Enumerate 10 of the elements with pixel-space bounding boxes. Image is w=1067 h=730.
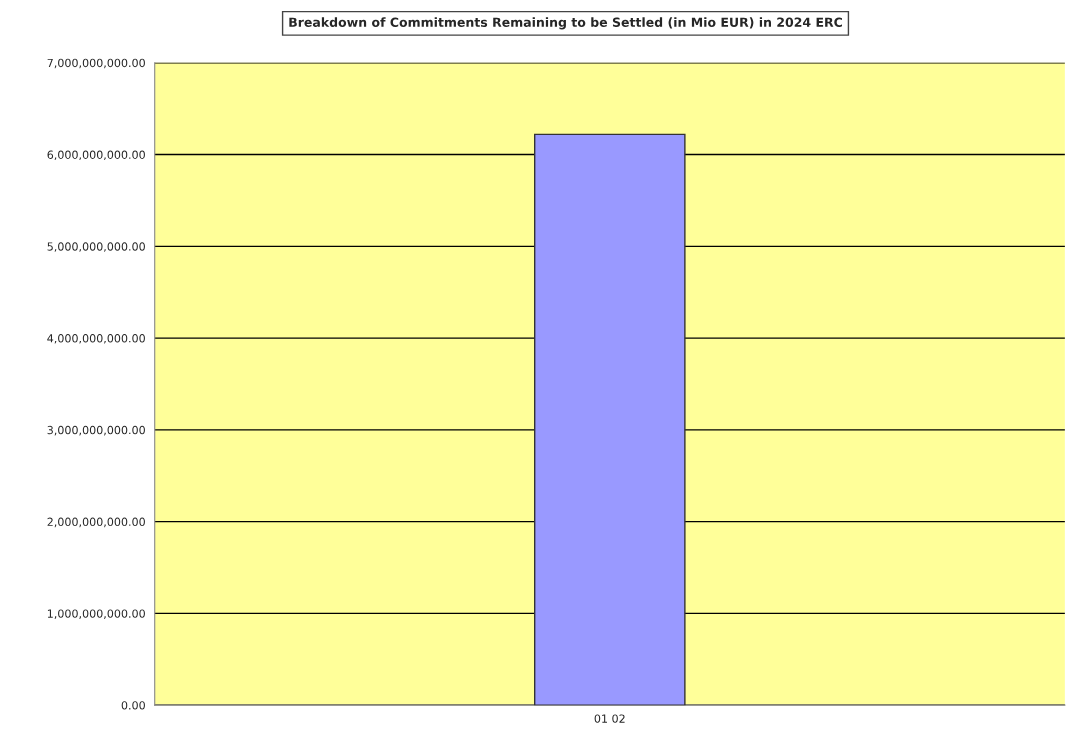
y-tick-label: 6,000,000,000.00: [47, 150, 145, 161]
y-tick-label: 1,000,000,000.00: [47, 609, 145, 619]
y-tick-label: 7,000,000,000.00: [47, 58, 145, 69]
x-tick-label: 01 02: [594, 714, 625, 723]
y-tick-label: 4,000,000,000.00: [47, 334, 145, 344]
y-tick-label: 3,000,000,000.00: [47, 425, 145, 436]
y-tick-label: 0.00: [121, 701, 145, 710]
y-tick-label: 5,000,000,000.00: [47, 242, 145, 252]
y-tick-label: 2,000,000,000.00: [47, 517, 145, 528]
chart-title: Breakdown of Commitments Remaining to be Settled (in Mio EUR) in 2024 ERC: [289, 17, 843, 30]
